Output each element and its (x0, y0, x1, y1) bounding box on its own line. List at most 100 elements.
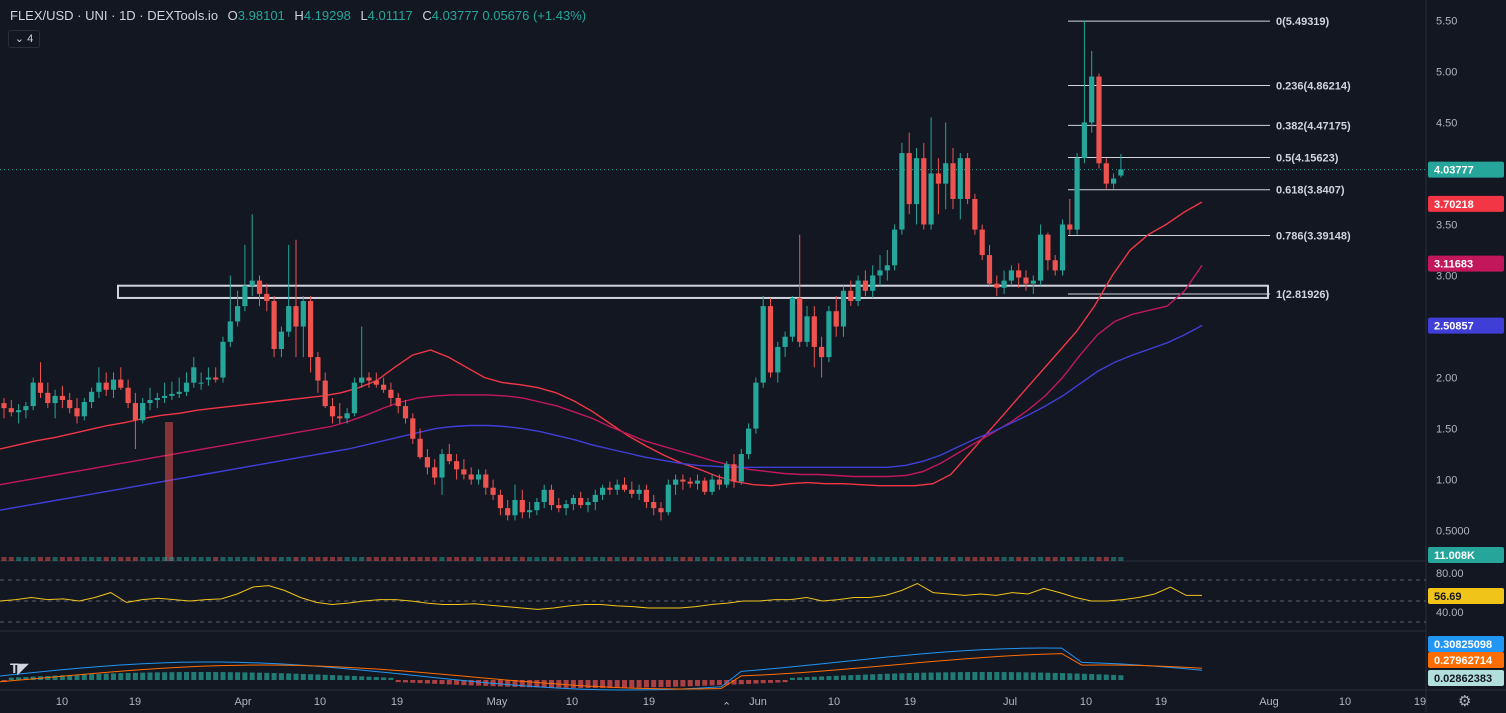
macd-histogram-bar (826, 676, 832, 680)
volume-bar (490, 557, 496, 561)
candle-body (45, 392, 51, 404)
tradingview-logo-icon[interactable]: T◤ (10, 660, 28, 676)
macd-histogram-bar (461, 680, 467, 686)
symbol-title[interactable]: FLEX/USD · UNI · 1D · DEXTools.io (10, 8, 219, 23)
candle-body (687, 481, 693, 484)
macd-histogram-bar (111, 673, 116, 680)
macd-histogram-bar (957, 672, 963, 680)
time-tick-label: 19 (643, 696, 655, 708)
volume-bar (461, 557, 467, 561)
macd-histogram-bar (804, 677, 810, 680)
volume-bar (1038, 557, 1044, 561)
volume-bar (782, 557, 788, 561)
volume-bar (59, 557, 65, 561)
macd-histogram-bar (1052, 672, 1058, 680)
volume-bar (687, 557, 693, 561)
volume-bar (1001, 557, 1007, 561)
volume-bar (950, 557, 956, 561)
time-axis[interactable]: 10 19 Apr 10 19 May 10 19 Jun 10 19 Jul 10 19 Aug 10 19 (56, 696, 1426, 708)
volume-bar (819, 557, 825, 561)
candle-body (74, 408, 80, 417)
fib-label: 0.786(3.39148) (1276, 231, 1351, 243)
candle-body (103, 382, 109, 390)
fib-label: 1(2.81926) (1276, 289, 1330, 301)
macd-histogram-bar (950, 672, 956, 680)
macd-histogram-bar (811, 676, 817, 680)
volume-bar (570, 557, 576, 561)
volume-bar (775, 557, 781, 561)
time-tick-label: 19 (904, 696, 916, 708)
macd-histogram-bar (1111, 674, 1117, 680)
candle-body (913, 158, 920, 205)
volume-bar (935, 557, 941, 561)
volume-bar (271, 557, 277, 561)
price-axis[interactable]: 5.505.004.504.003.503.002.502.001.501.00… (1428, 15, 1504, 686)
candle-body (118, 379, 124, 388)
time-tick-label: Aug (1259, 696, 1279, 708)
volume-bar (556, 557, 562, 561)
price-tick-label: 1.50 (1436, 424, 1457, 436)
macd-histogram-bar (242, 672, 248, 680)
macd-histogram-bar (629, 680, 635, 688)
candle-body (256, 280, 263, 294)
macd-histogram-bar (220, 672, 226, 680)
gear-icon[interactable]: ⚙ (1458, 693, 1472, 710)
macd-histogram-bar (1060, 673, 1065, 680)
volume-bar (680, 557, 686, 561)
volume-bar (534, 557, 540, 561)
volume-bar (643, 557, 649, 561)
candles[interactable] (1, 20, 1124, 521)
macd-histogram-bar (789, 677, 795, 680)
candle-body (461, 469, 467, 475)
volume-bar (1008, 557, 1014, 561)
volume-bar (512, 557, 518, 561)
volume-bar (957, 557, 963, 561)
time-tick-label: Jun (749, 696, 767, 708)
rsi-value-tag-bg (1428, 588, 1504, 604)
volume-bar (1118, 557, 1124, 561)
candle-body (505, 508, 511, 516)
ema-long-tag-bg (1428, 317, 1504, 334)
time-tick-label: 10 (566, 696, 578, 708)
volume-bar (132, 557, 138, 561)
macd-histogram-bar (622, 680, 627, 688)
rsi-line (0, 582, 1202, 610)
candle-body (1008, 270, 1014, 281)
indicators-toggle-button[interactable]: ⌄ 4 (8, 30, 40, 48)
candle-body (249, 280, 255, 286)
rsi-tick-label: 80.00 (1436, 568, 1464, 580)
price-tick-label: 3.50 (1436, 219, 1457, 231)
chevron-up-icon[interactable]: ⌃ (722, 701, 732, 713)
volume-bar (147, 557, 153, 561)
macd-histogram-bar (921, 672, 927, 680)
volume-bar (1096, 557, 1102, 561)
candle-body (694, 480, 701, 484)
volume-bar (220, 557, 226, 561)
macd-histogram-bar (768, 680, 773, 683)
macd-histogram-bar (184, 672, 189, 680)
candle-body (731, 464, 737, 482)
macd-histogram-bar (673, 680, 679, 687)
candle-body (994, 283, 1000, 288)
candle-body (738, 454, 744, 482)
ema-mid-tag-bg (1428, 255, 1504, 272)
macd-histogram-bar (987, 672, 992, 680)
volume-bar (213, 557, 219, 561)
volume-bar (607, 557, 613, 561)
candle-body (673, 479, 679, 485)
candle-body (242, 285, 248, 307)
macd-histogram-bar (746, 680, 752, 684)
volume-bar (789, 557, 795, 561)
macd-histogram-bar (286, 673, 292, 680)
signal-line (0, 653, 1203, 690)
macd-histogram-bar (271, 673, 277, 680)
volume-bar (884, 557, 890, 561)
candle-body (1089, 76, 1095, 123)
volume-bar (330, 557, 335, 561)
ema-line-ema_short (0, 201, 1203, 487)
macd-histogram-bar (906, 673, 912, 680)
macd-histogram-bar (855, 674, 861, 680)
macd-histogram-bar (760, 680, 766, 684)
candle-body (329, 406, 336, 417)
